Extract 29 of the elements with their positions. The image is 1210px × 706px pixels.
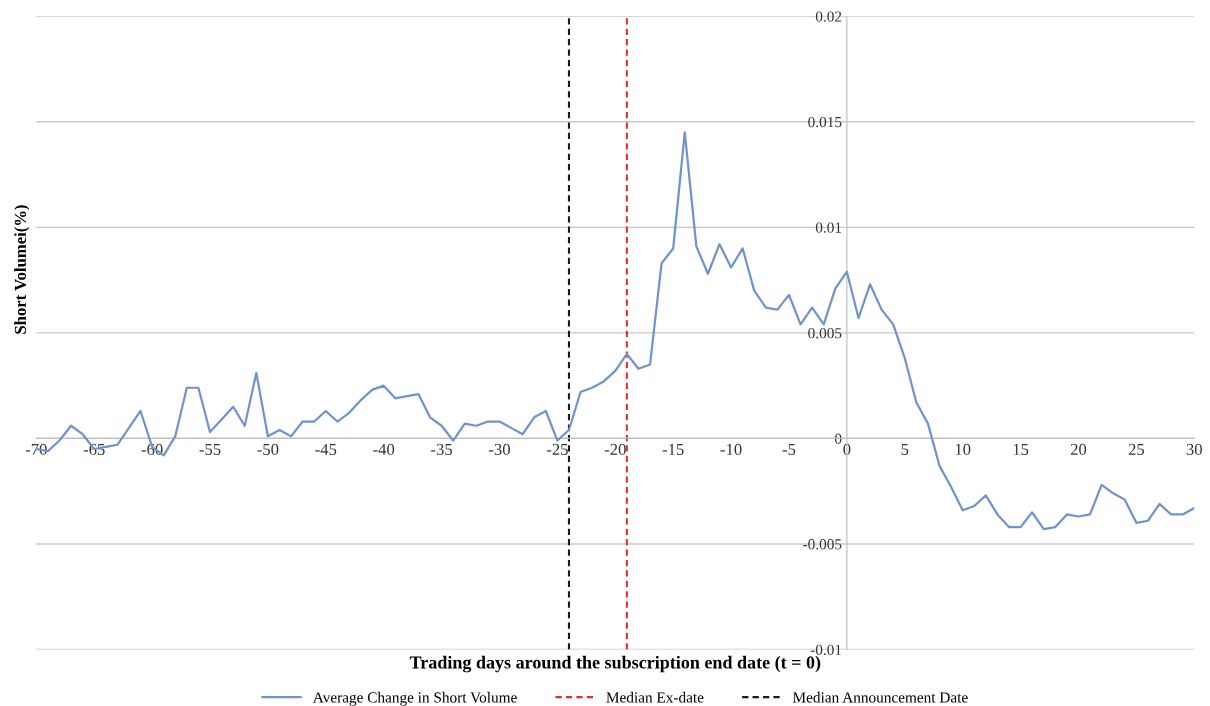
y-tick-label: 0.01 [815, 222, 842, 233]
y-axis-title: Short Volumei(%) [14, 205, 30, 334]
y-tick-label: 0.02 [815, 11, 842, 22]
x-tick-label: -40 [373, 443, 395, 456]
legend-label: Average Change in Short Volume [312, 691, 517, 706]
y-tick-label: 0.005 [808, 328, 842, 339]
x-tick-label: -50 [257, 443, 279, 456]
legend-label: Median Announcement Date [792, 691, 968, 703]
x-tick-label: -25 [546, 443, 568, 456]
legend-label: Median Ex-date [606, 691, 704, 703]
x-tick-label: 25 [1128, 443, 1145, 456]
x-tick-label: -55 [199, 443, 221, 456]
y-tick-label: -0.01 [810, 644, 842, 656]
y-tick-label: -0.005 [803, 539, 842, 550]
x-tick-label: -30 [489, 443, 510, 456]
x-tick-label: -10 [720, 443, 742, 456]
x-tick-label: 20 [1070, 443, 1087, 456]
x-tick-label: -45 [315, 443, 337, 456]
x-tick-label: -5 [782, 443, 796, 456]
x-tick-label: -20 [604, 443, 626, 456]
x-tick-label: 5 [901, 443, 909, 456]
y-tick-label: 0.015 [808, 116, 842, 128]
x-tick-label: 30 [1186, 443, 1202, 456]
x-tick-label: 0 [843, 443, 851, 456]
x-tick-label: 10 [955, 443, 971, 456]
x-tick-label: -15 [662, 443, 684, 456]
x-tick-label: -35 [431, 443, 453, 456]
x-tick-label: 15 [1013, 443, 1029, 456]
x-axis-title: Trading days around the subscription end date (t = 0) [409, 655, 821, 673]
